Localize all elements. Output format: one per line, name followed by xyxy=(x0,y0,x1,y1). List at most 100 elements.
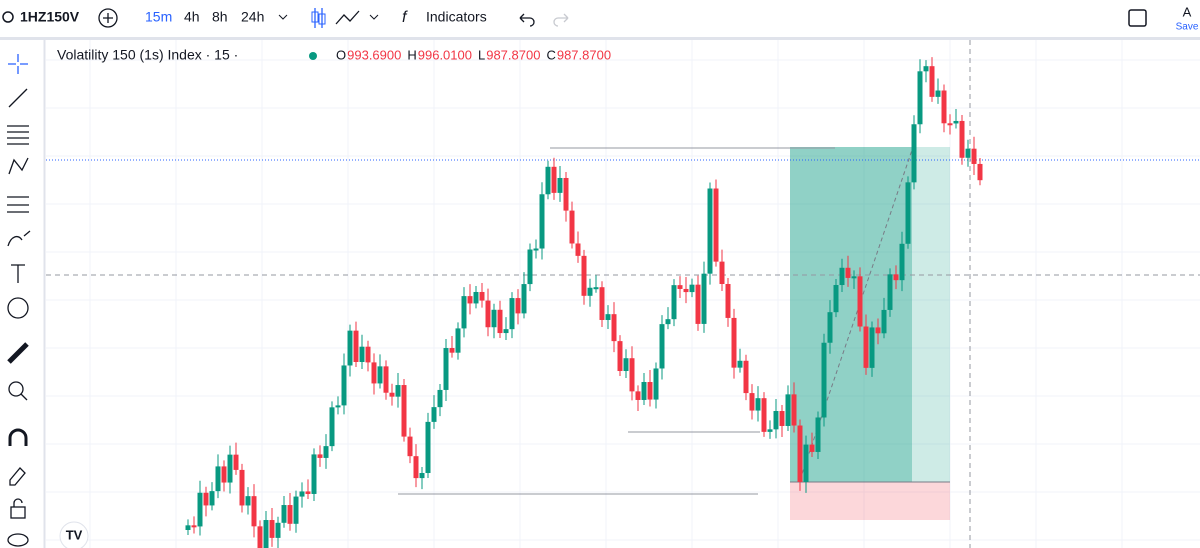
interval[interactable]: 4h xyxy=(184,9,200,25)
save[interactable]: Save xyxy=(1176,22,1199,33)
candle-body xyxy=(575,243,581,256)
brush-tool[interactable] xyxy=(7,230,31,247)
candle-body xyxy=(491,309,497,328)
candle-body xyxy=(311,11,319,23)
chart-layer xyxy=(46,40,1200,548)
candle-body xyxy=(239,469,245,506)
interval[interactable]: 15m xyxy=(145,9,172,25)
interval[interactable]: 8h xyxy=(212,9,228,25)
emoji-tool[interactable] xyxy=(7,297,29,319)
candle-body xyxy=(761,398,767,432)
candle-body xyxy=(347,330,353,366)
candle-body xyxy=(431,407,437,422)
candle-body xyxy=(887,274,893,310)
ohlc-label: C xyxy=(546,47,555,62)
ruler-tool[interactable] xyxy=(7,342,29,364)
fx-icon[interactable]: f xyxy=(402,9,408,26)
candle-body xyxy=(353,330,359,362)
ohlc: O 993.6900 H 996.0100 L 987.8700 C 987.8700 xyxy=(336,47,611,62)
candle-body xyxy=(479,291,485,301)
candle-body xyxy=(329,407,335,447)
candle-body xyxy=(185,525,191,530)
candle-body xyxy=(425,421,431,474)
candle-body xyxy=(395,385,401,397)
chevron[interactable] xyxy=(278,14,288,20)
left-toolbar xyxy=(7,54,31,547)
candle-body xyxy=(503,329,509,334)
candle-body xyxy=(905,182,911,244)
candle-body xyxy=(257,526,263,548)
candle-body xyxy=(545,166,551,195)
candle-body xyxy=(965,148,971,158)
candle-body xyxy=(743,360,749,394)
candle-body xyxy=(275,522,281,538)
pattern-tool[interactable] xyxy=(8,157,29,175)
lock-tool[interactable] xyxy=(10,506,26,519)
candle-body xyxy=(365,346,371,363)
text-tool[interactable] xyxy=(11,264,25,283)
candle-body xyxy=(797,425,803,482)
candle-type-icon[interactable] xyxy=(314,8,323,28)
candle-body xyxy=(863,326,869,368)
crosshair-tool[interactable] xyxy=(8,54,28,74)
indicators[interactable]: Indicators xyxy=(426,9,487,25)
candle-body xyxy=(659,324,665,369)
candle-body xyxy=(803,444,809,482)
candle-body xyxy=(341,365,347,406)
ohlc-value: 996.0100 xyxy=(418,47,472,62)
position-tool[interactable] xyxy=(7,196,29,213)
ohlc-value: 987.8700 xyxy=(557,47,611,62)
candle-body xyxy=(419,473,425,479)
candle-body xyxy=(617,341,623,372)
candle-body xyxy=(881,309,887,334)
interval[interactable]: 24h xyxy=(241,9,264,25)
candle-body xyxy=(833,285,839,313)
candle-body xyxy=(971,148,977,164)
candle-body xyxy=(911,124,917,183)
candle-body xyxy=(311,454,317,494)
candle-body xyxy=(227,454,233,483)
candle-body xyxy=(605,314,611,320)
candle-body xyxy=(587,287,593,296)
magnet-tool[interactable] xyxy=(8,428,28,446)
layout-button[interactable] xyxy=(1128,9,1147,27)
candle-body xyxy=(413,456,419,479)
candle-body xyxy=(935,90,941,97)
search-icon[interactable] xyxy=(2,11,14,23)
profit-zone xyxy=(790,147,912,482)
line-type-icon[interactable] xyxy=(335,10,360,25)
candle-body xyxy=(749,393,755,411)
candle-body xyxy=(665,319,671,325)
symbol[interactable]: 1HZ150V xyxy=(20,9,80,25)
account[interactable]: A xyxy=(1183,4,1192,19)
candle-body xyxy=(791,394,797,426)
candle-body xyxy=(683,288,689,293)
redo[interactable] xyxy=(553,13,569,27)
candle-body xyxy=(641,382,647,400)
candle-body xyxy=(377,366,383,384)
chevron[interactable] xyxy=(369,14,379,20)
trendline-tool[interactable] xyxy=(8,88,28,108)
candle-body xyxy=(443,348,449,390)
candle-body xyxy=(401,385,407,437)
lock-draw-tool[interactable] xyxy=(9,467,26,486)
candle-body xyxy=(947,123,953,126)
candle-body xyxy=(869,327,875,368)
candle-body xyxy=(191,525,197,528)
candle-body xyxy=(647,382,653,400)
zoom-tool[interactable] xyxy=(8,381,24,397)
candle-body xyxy=(719,261,725,284)
candle-body xyxy=(371,362,377,384)
candle-body xyxy=(233,454,239,470)
add-symbol[interactable] xyxy=(98,8,118,28)
candle-body xyxy=(929,66,935,97)
candle-body xyxy=(941,90,947,124)
candle-body xyxy=(629,358,635,392)
undo[interactable] xyxy=(519,13,535,27)
status-dot xyxy=(309,52,317,60)
candle-body xyxy=(773,411,779,430)
fib-tool[interactable] xyxy=(7,125,29,145)
eye-tool[interactable] xyxy=(7,533,29,547)
candle-body xyxy=(287,505,293,524)
